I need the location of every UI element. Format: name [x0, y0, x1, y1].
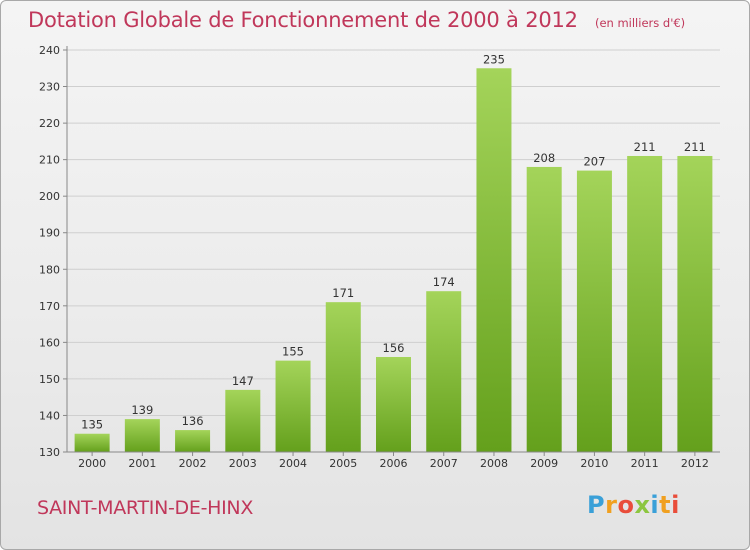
proxiti-logo[interactable]: Proxiti [587, 491, 680, 519]
value-label-2002: 136 [182, 414, 204, 428]
x-tick-label-2012: 2012 [681, 457, 709, 470]
value-label-2006: 156 [383, 341, 405, 355]
x-tick-label-2003: 2003 [229, 457, 257, 470]
value-label-2012: 211 [684, 140, 706, 154]
x-tick-label-2000: 2000 [78, 457, 106, 470]
y-tick-label: 160 [39, 336, 60, 349]
commune-name: SAINT-MARTIN-DE-HINX [37, 497, 254, 519]
bar-2009[interactable] [526, 166, 562, 453]
x-tick-label-2002: 2002 [179, 457, 207, 470]
y-tick-label: 240 [39, 44, 60, 57]
y-tick-label: 130 [39, 446, 60, 459]
y-tick-label: 200 [39, 190, 60, 203]
bar-2004[interactable] [275, 360, 311, 452]
x-tick-label-2011: 2011 [631, 457, 659, 470]
bar-2002[interactable] [175, 430, 211, 452]
x-tick-label-2006: 2006 [380, 457, 408, 470]
y-tick-label: 150 [39, 373, 60, 386]
label-layer: 130 140 150 160 170 180 190 200 210 220 230 240 135 2… [39, 44, 709, 470]
x-tick-label-2010: 2010 [580, 457, 608, 470]
bar-2011[interactable] [627, 155, 663, 452]
value-label-2007: 174 [433, 275, 455, 289]
x-tick-label-2001: 2001 [128, 457, 156, 470]
title-row: Dotation Globale de Fonctionnement de 20… [28, 8, 685, 32]
bar-2010[interactable] [576, 170, 612, 452]
x-tick-label-2004: 2004 [279, 457, 307, 470]
bar-2005[interactable] [325, 302, 361, 452]
y-tick-label: 190 [39, 227, 60, 240]
bar-2007[interactable] [426, 291, 462, 452]
value-label-2004: 155 [282, 345, 304, 359]
value-label-2008: 235 [483, 52, 505, 66]
x-tick-label-2009: 2009 [530, 457, 558, 470]
y-tick-label: 180 [39, 263, 60, 276]
bar-2006[interactable] [376, 356, 411, 452]
value-label-2009: 208 [533, 151, 555, 165]
bar-2012[interactable] [677, 155, 713, 452]
bar-2008[interactable] [476, 68, 512, 452]
value-label-2005: 171 [332, 286, 354, 300]
x-tick-label-2007: 2007 [430, 457, 458, 470]
axis-layer [63, 46, 720, 456]
chart-title: Dotation Globale de Fonctionnement de 20… [28, 8, 578, 32]
value-label-2000: 135 [81, 418, 103, 432]
y-tick-label: 220 [39, 117, 60, 130]
x-tick-label-2005: 2005 [329, 457, 357, 470]
bar-2000[interactable] [74, 433, 110, 452]
value-label-2010: 207 [583, 155, 605, 169]
chart-subtitle: (en milliers d'€) [594, 16, 686, 30]
bar-layer [74, 68, 713, 453]
x-tick-label-2008: 2008 [480, 457, 508, 470]
value-label-2001: 139 [131, 403, 153, 417]
bar-2001[interactable] [124, 419, 160, 452]
y-tick-label: 230 [39, 81, 60, 94]
y-tick-label: 170 [39, 300, 60, 313]
value-label-2003: 147 [232, 374, 254, 388]
bar-2003[interactable] [225, 389, 261, 452]
y-tick-label: 140 [39, 409, 60, 422]
y-tick-label: 210 [39, 154, 60, 167]
value-label-2011: 211 [634, 140, 656, 154]
